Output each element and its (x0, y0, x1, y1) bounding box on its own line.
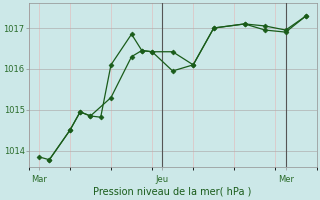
X-axis label: Pression niveau de la mer( hPa ): Pression niveau de la mer( hPa ) (93, 187, 252, 197)
